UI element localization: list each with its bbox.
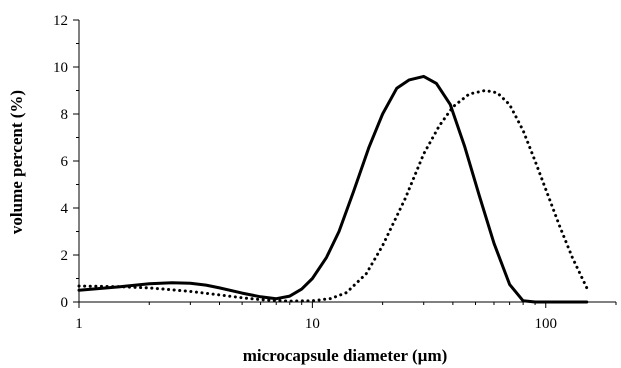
- x-tick-label: 10: [305, 316, 320, 332]
- x-axis-title: microcapsule diameter (µm): [243, 346, 448, 365]
- y-tick-label: 6: [61, 154, 69, 170]
- series-line-2-dotted: [77, 89, 589, 303]
- y-tick-label: 8: [61, 107, 69, 123]
- y-axis-title: volume percent (%): [7, 90, 26, 234]
- plot-area: 0 2 4 6 8 10 12 1 10 100: [53, 13, 617, 332]
- x-tick-label: 100: [534, 316, 557, 332]
- x-tick-label: 1: [75, 316, 83, 332]
- series-line-1-solid: [77, 74, 589, 304]
- y-tick-label: 0: [61, 295, 69, 311]
- y-tick-label: 2: [61, 248, 69, 264]
- y-tick-label: 4: [61, 201, 69, 217]
- y-tick-label: 10: [53, 60, 68, 76]
- y-tick-label: 12: [53, 13, 68, 29]
